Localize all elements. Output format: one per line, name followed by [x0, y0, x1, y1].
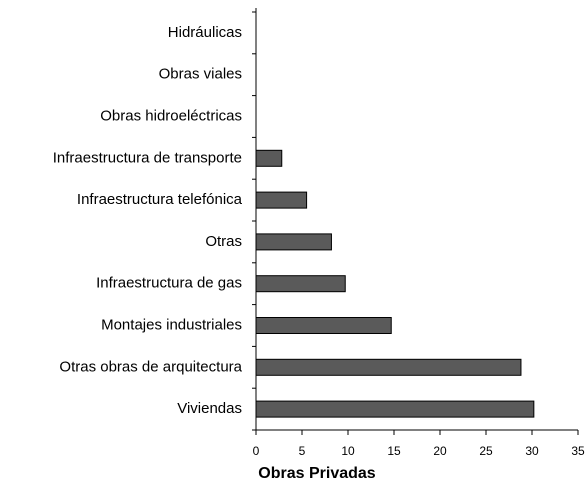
x-tick-label: 35 — [571, 444, 585, 458]
x-tick-label: 30 — [525, 444, 539, 458]
x-tick-label: 5 — [299, 444, 306, 458]
y-tick-label: Otras — [205, 233, 242, 250]
bar — [255, 400, 535, 418]
y-tick-label: Obras viales — [159, 66, 242, 83]
x-tick-label: 10 — [341, 444, 355, 458]
y-tick-label: Otras obras de arquitectura — [59, 358, 242, 375]
y-tick-label: Montajes industriales — [101, 316, 242, 333]
chart-title: Obras Privadas — [258, 465, 376, 482]
y-tick-label: Viviendas — [177, 400, 242, 417]
y-tick-label: Infraestructura de transporte — [53, 149, 242, 166]
bar — [255, 358, 522, 376]
bar — [255, 191, 308, 209]
x-tick-label: 20 — [433, 444, 447, 458]
y-tick-label: Infraestructura telefónica — [77, 191, 243, 208]
y-tick-label: Infraestructura de gas — [96, 275, 242, 292]
y-tick-label: Hidráulicas — [168, 24, 242, 41]
bar — [255, 233, 332, 251]
y-tick-label: Obras hidroeléctricas — [100, 107, 242, 124]
x-tick-label: 15 — [387, 444, 401, 458]
bar — [255, 275, 346, 293]
x-tick-label: 25 — [479, 444, 493, 458]
bar — [255, 149, 283, 167]
bar — [255, 317, 392, 334]
x-tick-label: 0 — [253, 444, 260, 458]
